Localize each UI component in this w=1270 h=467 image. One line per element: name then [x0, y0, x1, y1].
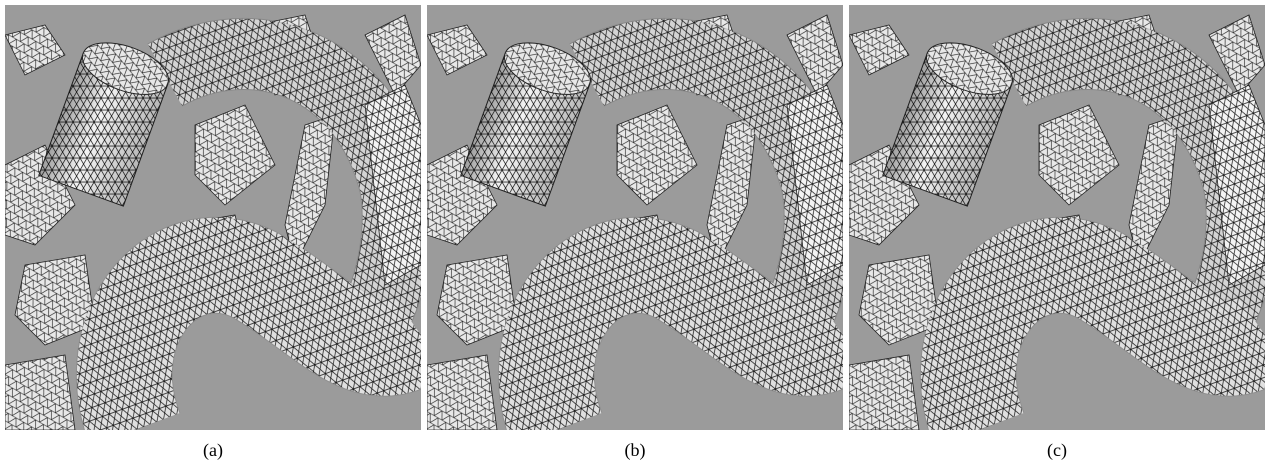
- render-panel: [427, 5, 843, 430]
- figure: (a) (b) (c) (() => { const data = JSON.p…: [0, 0, 1270, 467]
- caption: (c): [849, 440, 1265, 461]
- caption: (b): [427, 440, 843, 461]
- render-panel: [5, 5, 421, 430]
- caption: (a): [5, 440, 421, 461]
- render-panel: [849, 5, 1265, 430]
